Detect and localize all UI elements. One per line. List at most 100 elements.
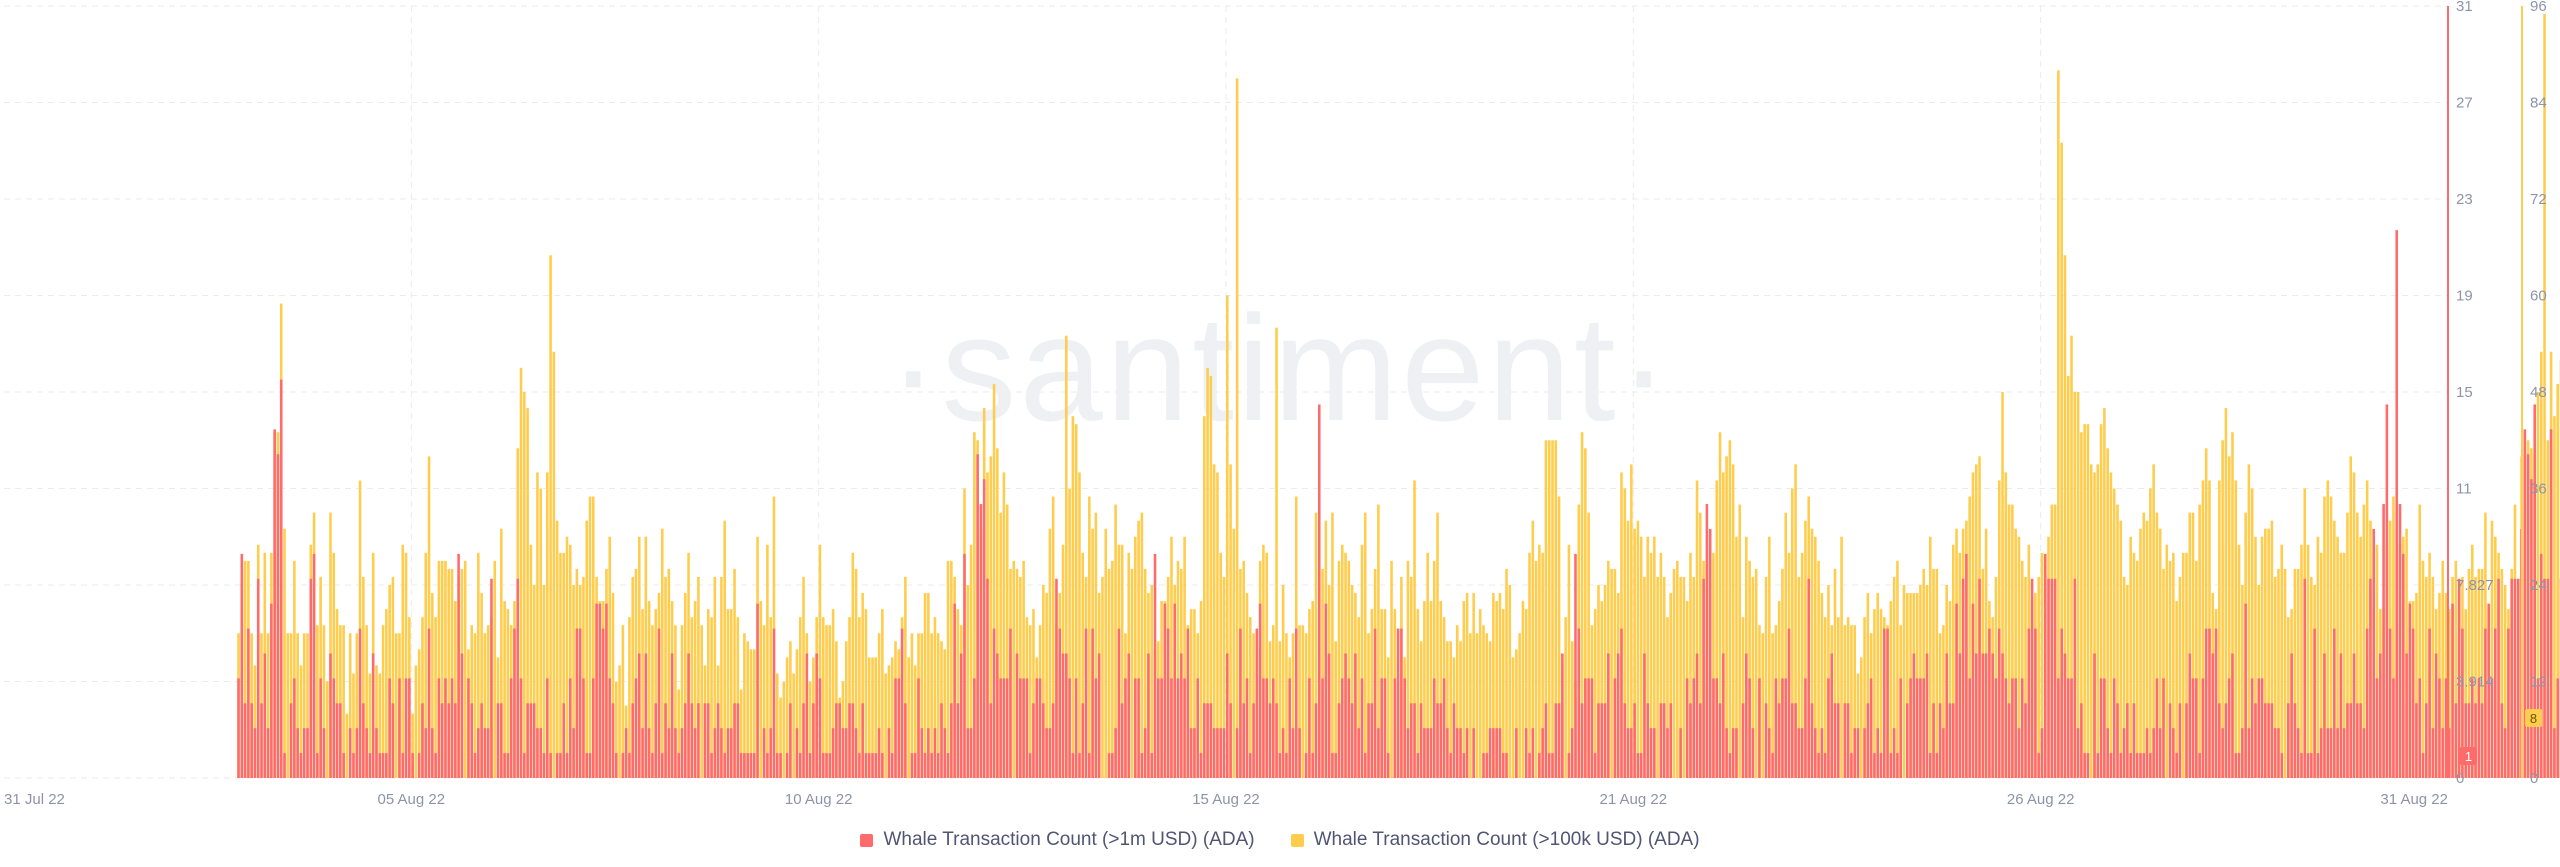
y-right-tick-label: 36 — [2530, 481, 2547, 498]
bar-whale-1m — [2129, 753, 2132, 778]
bar-whale-100k — [697, 576, 700, 778]
bar-whale-1m — [1472, 728, 1475, 778]
bar-whale-100k — [1656, 576, 1659, 778]
bar-whale-1m — [1324, 603, 1328, 778]
bar-whale-100k — [1501, 609, 1505, 779]
bar-whale-100k — [2296, 568, 2300, 778]
bar-whale-1m — [263, 653, 267, 778]
bar-whale-100k — [1843, 625, 1847, 778]
bar-whale-1m — [1961, 578, 1965, 778]
bar-whale-100k — [775, 673, 779, 778]
bar-whale-1m — [1580, 703, 1584, 778]
bar-whale-100k — [1564, 617, 1567, 778]
bar-whale-1m — [674, 728, 677, 778]
bar-whale-100k — [1781, 568, 1784, 778]
bar-whale-1m — [1623, 703, 1627, 778]
last-value-badge-1m: 1 — [2460, 747, 2477, 765]
bar-whale-100k — [319, 576, 322, 778]
bar-whale-1m — [467, 678, 470, 778]
bar-whale-100k — [2080, 432, 2083, 778]
bar-whale-100k — [1823, 617, 1827, 778]
bar-whale-1m — [1708, 528, 1712, 778]
bar-whale-1m — [1235, 728, 1239, 778]
bar-whale-1m — [378, 753, 382, 778]
bar-whale-100k — [706, 609, 710, 779]
bar-whale-1m — [2411, 628, 2415, 778]
legend-item-whale-1m[interactable]: Whale Transaction Count (>1m USD) (ADA) — [860, 829, 1255, 851]
bar-whale-1m — [1222, 728, 1226, 778]
bar-whale-100k — [996, 448, 999, 778]
bar-whale-1m — [424, 728, 428, 778]
bar-whale-1m — [2556, 678, 2559, 778]
bar-whale-1m — [940, 703, 943, 778]
bar-whale-1m — [713, 728, 717, 778]
bar-whale-1m — [2244, 603, 2247, 778]
bar-whale-1m — [2053, 578, 2057, 778]
bar-whale-100k — [2162, 568, 2165, 778]
bar-whale-1m — [2510, 578, 2513, 778]
bar-whale-1m — [1386, 753, 1390, 778]
bar-whale-1m — [1311, 753, 1314, 778]
bar-whale-1m — [1735, 728, 1738, 778]
bar-whale-1m — [2461, 628, 2464, 778]
bar-whale-100k — [1902, 585, 1906, 778]
bar-whale-1m — [1853, 728, 1856, 778]
bar-whale-1m — [966, 728, 970, 778]
bar-whale-1m — [1869, 678, 1873, 778]
bar-whale-1m — [562, 703, 566, 778]
bar-whale-1m — [289, 703, 293, 778]
bar-whale-100k — [477, 552, 480, 778]
bar-whale-1m — [835, 703, 838, 778]
bar-whale-1m — [726, 728, 730, 778]
bar-whale-100k — [2152, 464, 2155, 779]
bar-whale-100k — [1873, 609, 1876, 779]
bar-whale-1m — [2313, 628, 2316, 778]
bar-whale-100k — [1932, 568, 1935, 778]
bar-whale-100k — [664, 576, 667, 778]
bar-whale-100k — [1068, 488, 1071, 778]
bar-whale-1m — [1038, 678, 1042, 778]
bar-whale-1m — [680, 728, 684, 778]
bar-whale-100k — [2024, 576, 2027, 778]
bar-whale-100k — [1764, 576, 1768, 778]
bar-whale-1m — [1498, 728, 1502, 778]
bar-whale-1m — [848, 703, 851, 778]
bar-whale-1m — [2099, 678, 2103, 778]
bar-whale-100k — [1002, 472, 1006, 778]
bar-whale-100k — [877, 633, 881, 778]
bar-whale-100k — [1508, 585, 1512, 778]
bar-whale-1m — [2017, 728, 2021, 778]
bar-whale-1m — [881, 753, 884, 778]
bar-whale-1m — [408, 678, 411, 778]
bar-whale-1m — [1091, 628, 1094, 778]
bar-whale-1m — [1653, 728, 1656, 778]
y-right-tick-label: 72 — [2530, 191, 2547, 208]
bar-whale-100k — [1111, 560, 1114, 779]
santiment-watermark: ·santiment· — [888, 284, 1671, 452]
bar-whale-1m — [1203, 703, 1206, 778]
bar-whale-100k — [1613, 568, 1617, 778]
bar-whale-1m — [526, 703, 529, 778]
bar-whale-1m — [874, 753, 878, 778]
bar-whale-100k — [454, 601, 457, 778]
bar-whale-100k — [1777, 601, 1781, 778]
bar-whale-100k — [739, 689, 743, 778]
bar-whale-100k — [1735, 536, 1738, 778]
bar-whale-1m — [798, 753, 802, 778]
bar-whale-1m — [1784, 678, 1788, 778]
bar-whale-1m — [2359, 703, 2362, 778]
bar-whale-1m — [2132, 703, 2136, 778]
bar-whale-100k — [2280, 544, 2284, 778]
bar-whale-1m — [2306, 753, 2310, 778]
bar-whale-100k — [2234, 480, 2238, 778]
bar-whale-100k — [345, 713, 349, 778]
bar-whale-1m — [1791, 703, 1794, 778]
legend-item-whale-100k[interactable]: Whale Transaction Count (>100k USD) (ADA… — [1290, 829, 1700, 851]
bar-whale-1m — [2211, 653, 2215, 778]
bar-whale-100k — [519, 367, 523, 779]
bar-whale-1m — [1068, 678, 1071, 778]
bar-whale-100k — [1334, 641, 1337, 778]
bar-whale-100k — [904, 576, 907, 778]
bar-whale-100k — [549, 255, 552, 779]
bar-whale-1m — [1968, 678, 1971, 778]
